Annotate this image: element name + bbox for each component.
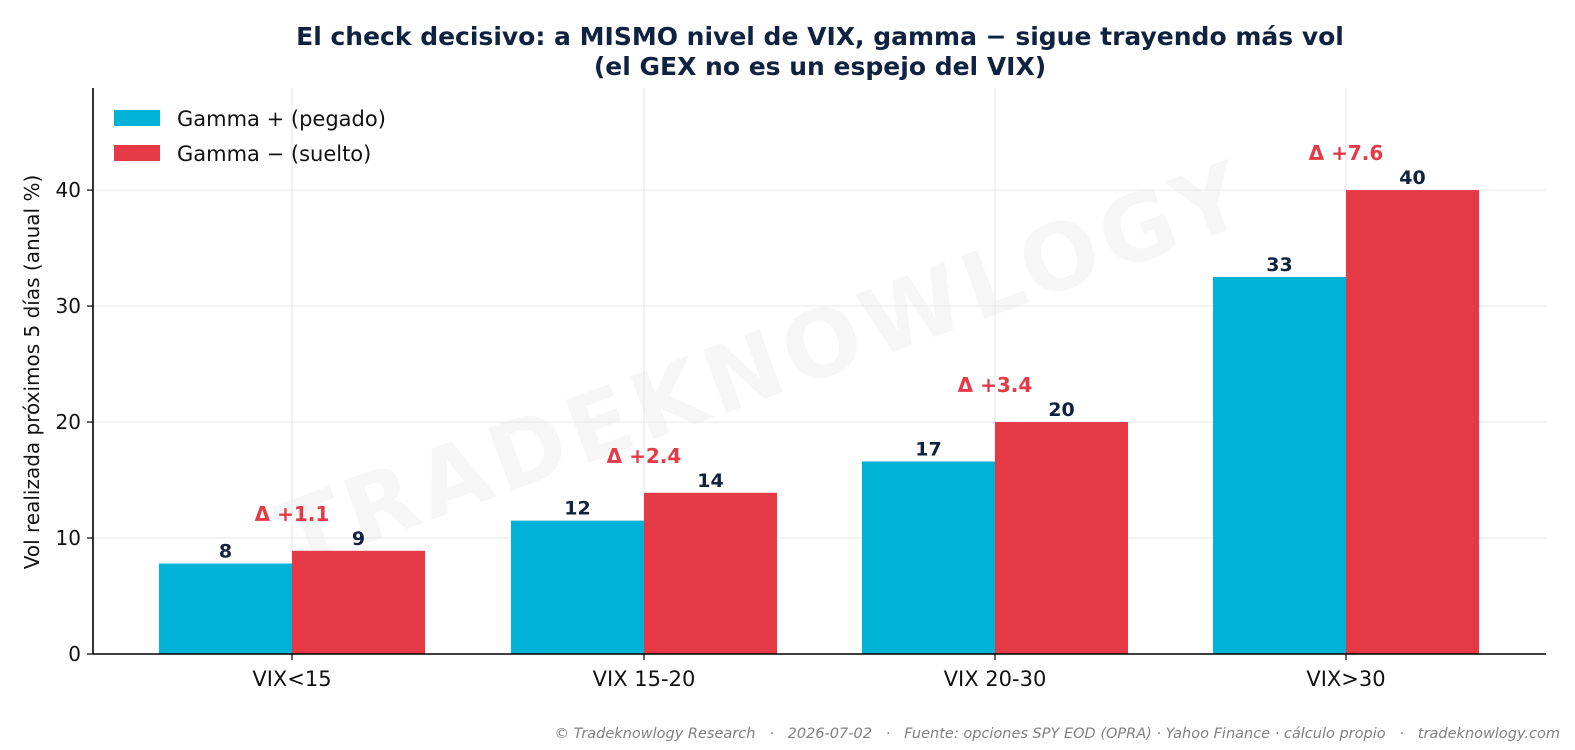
bar-labels: 8 9 Δ +1.1 12 14 Δ +2.4 17 20 Δ +3.4 33 40 Δ +7.6 xyxy=(219,141,1426,562)
bar-value-label: 8 xyxy=(219,541,232,563)
y-axis-label: Vol realizada próximos 5 días (anual %) xyxy=(20,175,44,570)
legend-swatch-gamma-plus xyxy=(114,110,160,126)
bar-gamma-plus xyxy=(1213,277,1346,654)
bar-gamma-minus xyxy=(995,422,1128,654)
x-tick-label: VIX 20-30 xyxy=(944,667,1047,691)
bar-gamma-plus xyxy=(511,520,644,654)
delta-label: Δ +3.4 xyxy=(958,373,1033,397)
bar-value-label: 40 xyxy=(1399,167,1425,189)
legend-swatch-gamma-minus xyxy=(114,145,160,161)
bar-value-label: 9 xyxy=(352,528,365,550)
bar-value-label: 14 xyxy=(697,470,723,492)
delta-label: Δ +2.4 xyxy=(607,444,682,468)
bar-gamma-minus xyxy=(1346,190,1479,655)
x-tick-label: VIX<15 xyxy=(252,667,331,691)
y-tick-label: 30 xyxy=(56,294,81,318)
bar-gamma-plus xyxy=(159,563,292,654)
bar-gamma-minus xyxy=(644,492,777,654)
x-tick-label: VIX 15-20 xyxy=(593,667,696,691)
legend: Gamma + (pegado) Gamma − (suelto) xyxy=(114,107,386,166)
bar-value-label: 12 xyxy=(564,498,590,520)
y-tick-label: 0 xyxy=(68,642,81,666)
bar-value-label: 17 xyxy=(915,438,941,460)
bars xyxy=(159,190,1479,655)
y-tick-label: 10 xyxy=(56,526,81,550)
y-tick-label: 20 xyxy=(56,410,81,434)
legend-label-gamma-plus: Gamma + (pegado) xyxy=(177,107,386,131)
delta-label: Δ +7.6 xyxy=(1309,141,1384,165)
bar-gamma-minus xyxy=(292,550,425,654)
delta-label: Δ +1.1 xyxy=(255,502,330,526)
x-tick-label: VIX>30 xyxy=(1306,667,1385,691)
legend-label-gamma-minus: Gamma − (suelto) xyxy=(177,142,371,166)
chart-title-line1: El check decisivo: a MISMO nivel de VIX,… xyxy=(296,22,1344,51)
footer-credits: © Tradeknowlogy Research · 2026-07-02 · … xyxy=(554,726,1560,742)
chart-title-line2: (el GEX no es un espejo del VIX) xyxy=(594,52,1046,81)
axes: 0 10 20 30 40 VIX<15 VIX 15-20 VIX 20-30 VIX>30 xyxy=(56,88,1546,691)
y-tick-label: 40 xyxy=(56,178,81,202)
bar-value-label: 33 xyxy=(1266,254,1292,276)
bar-gamma-plus xyxy=(862,461,995,654)
bar-value-label: 20 xyxy=(1048,399,1074,421)
